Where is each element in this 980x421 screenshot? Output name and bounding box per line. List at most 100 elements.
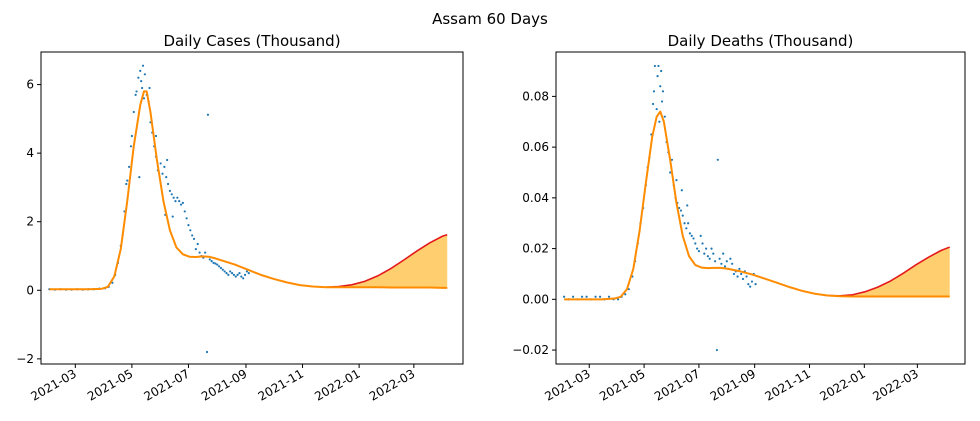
- x-tick-label: 2021-09: [199, 366, 249, 403]
- observed-point: [234, 275, 237, 278]
- observed-point: [219, 266, 223, 270]
- observed-point: [247, 272, 250, 275]
- observed-point: [714, 260, 717, 263]
- observed-point: [130, 134, 133, 138]
- observed-point: [656, 75, 659, 78]
- observed-point: [616, 298, 620, 301]
- observed-point: [178, 200, 181, 203]
- observed-point: [204, 251, 207, 254]
- observed-point: [181, 201, 184, 204]
- observed-point: [216, 263, 219, 266]
- observed-point: [189, 229, 192, 232]
- observed-point: [696, 247, 699, 250]
- observed-point: [171, 215, 174, 218]
- observed-point: [135, 90, 138, 93]
- observed-point: [212, 261, 215, 264]
- x-tick-label: 2021-03: [542, 366, 592, 403]
- observed-point: [179, 203, 183, 206]
- y-tick-label: 0: [26, 283, 34, 297]
- observed-points-deaths: [562, 64, 757, 352]
- y-tick-label: 0.00: [522, 292, 549, 306]
- observed-point: [716, 158, 719, 161]
- x-tick-label: 2021-05: [85, 366, 135, 403]
- y-tick-label: 6: [26, 78, 34, 92]
- observed-point: [598, 295, 602, 298]
- observed-point: [183, 210, 186, 213]
- observed-point: [191, 234, 194, 237]
- observed-point: [675, 179, 678, 182]
- observed-point: [725, 260, 728, 263]
- observed-point: [161, 172, 164, 175]
- observed-point: [139, 69, 142, 72]
- observed-point: [670, 158, 674, 161]
- x-tick-label: 2021-03: [28, 366, 78, 403]
- observed-point: [223, 270, 226, 273]
- observed-point: [732, 272, 736, 276]
- x-tick-label: 2022-01: [817, 366, 867, 403]
- y-tick-label: 0.06: [522, 140, 549, 154]
- observed-point: [240, 275, 243, 278]
- observed-point: [653, 64, 656, 68]
- x-tick-label: 2021-09: [708, 366, 758, 403]
- chart-daily-deaths: Daily Deaths (Thousand) −0.02 0.00 0.02 0.04…: [512, 32, 966, 404]
- observed-point: [562, 295, 566, 298]
- observed-point: [165, 176, 168, 179]
- observed-point: [729, 257, 732, 260]
- observed-point: [208, 258, 211, 261]
- observed-point: [172, 196, 175, 199]
- observed-point: [701, 242, 704, 245]
- projection-band-cases: [325, 234, 448, 288]
- observed-point: [196, 242, 199, 246]
- observed-point: [242, 277, 245, 280]
- observed-point: [681, 214, 684, 217]
- y-tick-label: −2: [16, 352, 34, 366]
- observed-point: [661, 90, 665, 93]
- observed-point: [685, 227, 688, 230]
- observed-point: [166, 182, 170, 186]
- observed-point: [232, 273, 236, 276]
- observed-point: [747, 283, 750, 286]
- observed-point: [722, 252, 725, 255]
- x-tick-label: 2021-11: [763, 366, 813, 403]
- observed-point: [710, 247, 713, 250]
- observed-point: [692, 237, 695, 240]
- observed-point: [720, 262, 723, 265]
- x-tick-label: 2021-11: [256, 366, 306, 403]
- observed-point: [236, 273, 239, 276]
- observed-point: [652, 90, 656, 93]
- observed-point: [657, 64, 660, 68]
- observed-point: [580, 295, 584, 298]
- observed-point: [187, 224, 190, 227]
- axes-frame-deaths: [555, 51, 966, 365]
- observed-point: [163, 165, 166, 168]
- observed-point: [663, 115, 666, 118]
- observed-point: [754, 283, 757, 286]
- observed-point: [214, 262, 217, 265]
- observed-point: [238, 272, 241, 275]
- plot-area-cases: [48, 64, 448, 354]
- observed-point: [230, 272, 234, 275]
- observed-point: [148, 86, 151, 90]
- observed-point: [660, 100, 664, 103]
- observed-point: [749, 285, 752, 288]
- observed-point: [585, 295, 588, 298]
- observed-point: [688, 232, 692, 235]
- observed-point: [705, 247, 708, 250]
- fit-line-deaths: [564, 110, 950, 301]
- y-tick-label: 0.02: [522, 242, 549, 256]
- observed-point: [741, 277, 745, 281]
- observed-point: [669, 171, 672, 174]
- observed-point: [132, 110, 135, 114]
- observed-point: [176, 196, 179, 199]
- x-tick-label: 2022-03: [367, 366, 417, 403]
- observed-point: [659, 85, 662, 88]
- observed-point: [129, 145, 133, 148]
- observed-point: [192, 237, 196, 240]
- observed-point: [651, 102, 655, 106]
- observed-point: [205, 350, 209, 354]
- y-tick-label: 4: [26, 146, 34, 160]
- plot-area-deaths: [562, 64, 951, 352]
- axes-frame-cases: [40, 51, 464, 365]
- fit-line-cases: [49, 90, 448, 291]
